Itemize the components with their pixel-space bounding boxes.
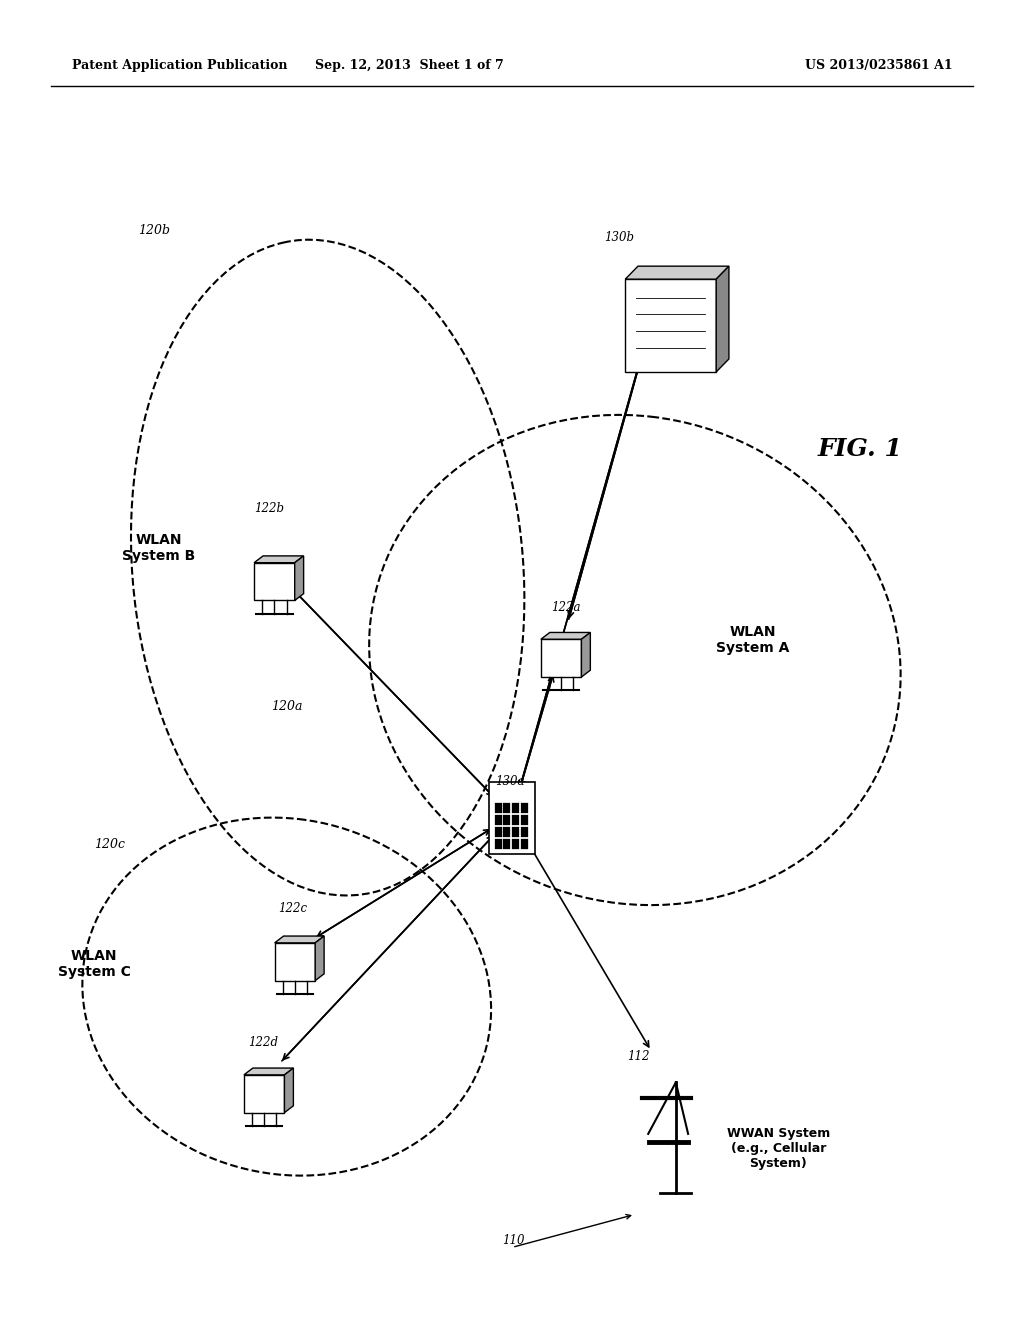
Bar bbox=[495, 840, 502, 849]
Text: 122d: 122d bbox=[248, 1036, 278, 1049]
Bar bbox=[512, 828, 519, 837]
Polygon shape bbox=[254, 556, 304, 562]
Polygon shape bbox=[626, 267, 729, 279]
Bar bbox=[495, 814, 502, 825]
Text: WLAN
System A: WLAN System A bbox=[716, 626, 790, 655]
Polygon shape bbox=[541, 639, 582, 677]
Polygon shape bbox=[244, 1074, 285, 1113]
Polygon shape bbox=[541, 632, 591, 639]
Bar bbox=[520, 828, 527, 837]
Bar bbox=[504, 828, 510, 837]
Text: 120c: 120c bbox=[94, 838, 125, 851]
Text: 130a: 130a bbox=[496, 775, 525, 788]
Text: 122a: 122a bbox=[551, 601, 581, 614]
Polygon shape bbox=[274, 936, 325, 942]
Text: 122b: 122b bbox=[254, 502, 284, 515]
Text: Sep. 12, 2013  Sheet 1 of 7: Sep. 12, 2013 Sheet 1 of 7 bbox=[315, 59, 504, 73]
Bar bbox=[512, 803, 519, 813]
Bar bbox=[520, 814, 527, 825]
Polygon shape bbox=[315, 936, 325, 981]
Polygon shape bbox=[626, 279, 716, 372]
Text: US 2013/0235861 A1: US 2013/0235861 A1 bbox=[805, 59, 952, 73]
Polygon shape bbox=[295, 556, 304, 601]
Bar bbox=[512, 840, 519, 849]
Polygon shape bbox=[582, 632, 591, 677]
Bar bbox=[512, 814, 519, 825]
Bar bbox=[495, 803, 502, 813]
Text: 120a: 120a bbox=[271, 700, 303, 713]
Polygon shape bbox=[254, 562, 295, 601]
Text: WLAN
System B: WLAN System B bbox=[122, 533, 196, 562]
Polygon shape bbox=[716, 267, 729, 372]
Bar bbox=[504, 840, 510, 849]
Bar bbox=[495, 828, 502, 837]
Bar bbox=[504, 803, 510, 813]
Text: Patent Application Publication: Patent Application Publication bbox=[72, 59, 287, 73]
Polygon shape bbox=[244, 1068, 294, 1074]
Text: 130b: 130b bbox=[604, 231, 634, 244]
Bar bbox=[520, 803, 527, 813]
Text: 120b: 120b bbox=[138, 224, 170, 238]
Text: 112: 112 bbox=[627, 1049, 649, 1063]
Polygon shape bbox=[274, 942, 315, 981]
Bar bbox=[520, 840, 527, 849]
Text: FIG. 1: FIG. 1 bbox=[818, 437, 902, 461]
Text: WLAN
System C: WLAN System C bbox=[57, 949, 131, 978]
Bar bbox=[489, 783, 535, 854]
Polygon shape bbox=[285, 1068, 294, 1113]
Text: 122c: 122c bbox=[279, 902, 307, 915]
Text: WWAN System
(e.g., Cellular
System): WWAN System (e.g., Cellular System) bbox=[727, 1127, 829, 1170]
Text: 110: 110 bbox=[502, 1234, 524, 1247]
Bar bbox=[504, 814, 510, 825]
